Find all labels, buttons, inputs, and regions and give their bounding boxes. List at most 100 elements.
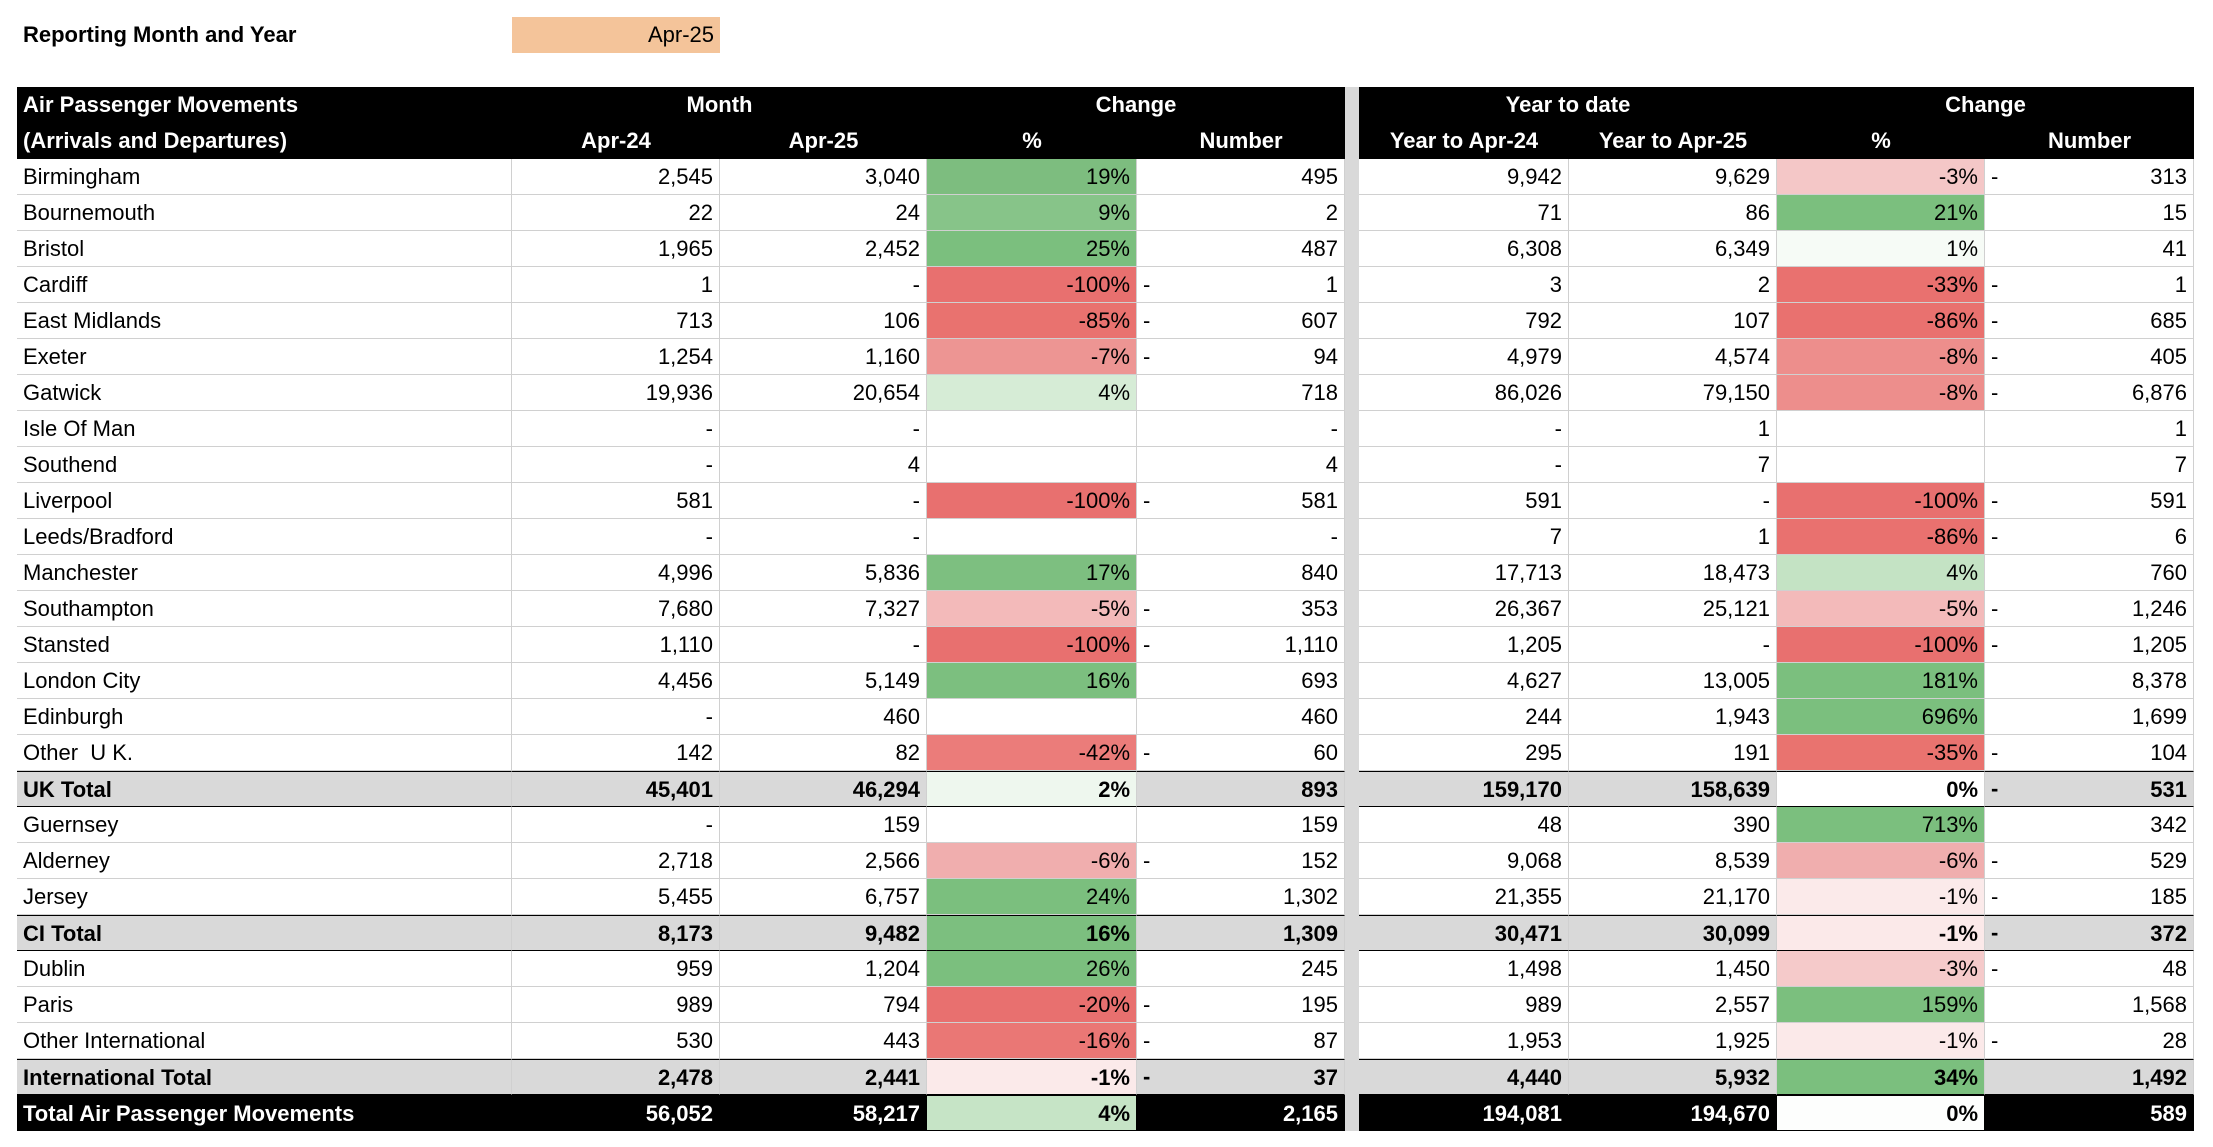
sign: - — [1991, 848, 1999, 873]
cell: 86,026 — [1359, 375, 1569, 411]
cell: 107 — [1569, 303, 1777, 339]
sign: - — [1143, 344, 1151, 369]
cell: 6,876 — [1985, 375, 2194, 411]
cell: 41 — [1985, 231, 2194, 267]
cell: 18,473 — [1569, 555, 1777, 591]
cell: 3,040 — [720, 159, 927, 195]
cell: 4,574 — [1569, 339, 1777, 375]
cell: -1% — [1777, 879, 1985, 915]
sign: - — [1143, 848, 1151, 873]
cell: 0% — [1777, 1095, 1985, 1131]
sign: - — [1991, 920, 1999, 945]
cell: 159 — [1137, 807, 1345, 843]
cell — [927, 411, 1137, 447]
cell: -5% — [1777, 591, 1985, 627]
row-label: Southend — [17, 447, 512, 483]
header-cell: Apr-24 — [581, 128, 651, 153]
cell: 5,932 — [1569, 1059, 1777, 1095]
cell: -85% — [927, 303, 1137, 339]
cell: 30,099 — [1569, 915, 1777, 951]
cell: 959 — [512, 951, 720, 987]
cell: 295 — [1359, 735, 1569, 771]
cell: 4,440 — [1359, 1059, 1569, 1095]
cell: 1,492 — [1985, 1059, 2194, 1095]
cell: 7 — [1569, 447, 1777, 483]
header-cell: Year to Apr-24 — [1389, 128, 1539, 153]
cell: 4% — [927, 1095, 1137, 1131]
row-label: Liverpool — [17, 483, 512, 519]
cell: 86 — [1569, 195, 1777, 231]
cell: - — [720, 411, 927, 447]
cell: 46,294 — [720, 771, 927, 807]
cell: 25% — [927, 231, 1137, 267]
cell: 792 — [1359, 303, 1569, 339]
cell: 1,943 — [1569, 699, 1777, 735]
row-label: Cardiff — [17, 267, 512, 303]
cell: 313 — [1985, 159, 2194, 195]
cell: 6,308 — [1359, 231, 1569, 267]
header-cell: Month — [686, 92, 753, 117]
row-label: Birmingham — [17, 159, 512, 195]
cell: 718 — [1137, 375, 1345, 411]
cell: -8% — [1777, 375, 1985, 411]
cell: -1% — [1777, 915, 1985, 951]
row-label: Bournemouth — [17, 195, 512, 231]
cell: - — [1569, 627, 1777, 663]
cell: 26% — [927, 951, 1137, 987]
cell: 94 — [1137, 339, 1345, 375]
row-label: Other U K. — [17, 735, 512, 771]
sign: - — [1991, 596, 1999, 621]
cell: 1,498 — [1359, 951, 1569, 987]
cell: 8,378 — [1985, 663, 2194, 699]
header-cell: % — [1871, 128, 1891, 153]
cell: 17,713 — [1359, 555, 1569, 591]
cell: 13,005 — [1569, 663, 1777, 699]
row-label: East Midlands — [17, 303, 512, 339]
cell: - — [1137, 519, 1345, 555]
cell: 1% — [1777, 231, 1985, 267]
cell: 45,401 — [512, 771, 720, 807]
cell: 25,121 — [1569, 591, 1777, 627]
cell: 4 — [720, 447, 927, 483]
cell: 1,309 — [1137, 915, 1345, 951]
cell: 159,170 — [1359, 771, 1569, 807]
cell: 405 — [1985, 339, 2194, 375]
cell: 5,836 — [720, 555, 927, 591]
cell: 4,627 — [1359, 663, 1569, 699]
cell: 37 — [1137, 1059, 1345, 1095]
cell: 5,455 — [512, 879, 720, 915]
row-label: Jersey — [17, 879, 512, 915]
cell: 15 — [1985, 195, 2194, 231]
row-label: Isle Of Man — [17, 411, 512, 447]
cell: 22 — [512, 195, 720, 231]
cell: 244 — [1359, 699, 1569, 735]
cell: 1,925 — [1569, 1023, 1777, 1059]
cell: - — [512, 411, 720, 447]
cell: -33% — [1777, 267, 1985, 303]
cell: 794 — [720, 987, 927, 1023]
row-label: Alderney — [17, 843, 512, 879]
cell: 79,150 — [1569, 375, 1777, 411]
cell: 7 — [1359, 519, 1569, 555]
cell: 581 — [512, 483, 720, 519]
sign: - — [1991, 776, 1999, 801]
cell: 9,068 — [1359, 843, 1569, 879]
cell: 3 — [1359, 267, 1569, 303]
row-label: Manchester — [17, 555, 512, 591]
cell: 28 — [1985, 1023, 2194, 1059]
cell: 443 — [720, 1023, 927, 1059]
cell: 591 — [1985, 483, 2194, 519]
cell: 4% — [1777, 555, 1985, 591]
reporting-label: Reporting Month and Year — [23, 22, 297, 47]
cell: 1 — [1569, 411, 1777, 447]
cell: - — [720, 627, 927, 663]
header-cell: (Arrivals and Departures) — [23, 128, 288, 153]
cell: 1,953 — [1359, 1023, 1569, 1059]
sign: - — [1991, 272, 1999, 297]
cell: 6,349 — [1569, 231, 1777, 267]
cell: 16% — [927, 663, 1137, 699]
cell: -7% — [927, 339, 1137, 375]
sign: - — [1991, 380, 1999, 405]
cell: 390 — [1569, 807, 1777, 843]
cell: 6 — [1985, 519, 2194, 555]
